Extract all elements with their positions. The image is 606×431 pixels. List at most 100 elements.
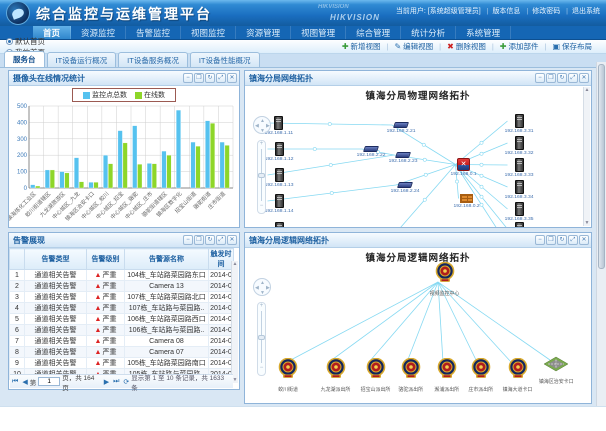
close-icon[interactable]: ✕ xyxy=(227,73,237,83)
minimize-icon[interactable]: − xyxy=(535,73,545,83)
nav-item-首页[interactable]: 首页 xyxy=(33,26,72,39)
topo-node-switch[interactable]: 192.168.2.23 xyxy=(387,152,419,164)
topo-node-server[interactable]: 192.168.3.33 xyxy=(503,158,535,178)
close-icon[interactable]: ✕ xyxy=(579,73,589,83)
topo-node-firewall[interactable]: 192.168.0.2 xyxy=(452,194,481,209)
tab-服务台[interactable]: 服务台 xyxy=(4,51,45,67)
panel-scrollbar[interactable]: ▲ ▼ xyxy=(583,87,590,226)
physical-topology-canvas[interactable]: 镇海分局物理网络拓扑 192.168.1.11 192.168.1.12 192.1… xyxy=(245,86,591,227)
pan-right-icon[interactable]: ▶ xyxy=(266,285,270,291)
maximize-icon[interactable]: ❐ xyxy=(546,73,556,83)
delete-button[interactable]: ✖ 删除视图 xyxy=(443,41,490,52)
topo-node-badge[interactable]: 澥浦派出所 xyxy=(433,357,461,393)
column-header-index[interactable] xyxy=(9,248,25,270)
topology-zoom-slider[interactable]: + − xyxy=(257,302,266,376)
refresh-icon[interactable]: ↻ xyxy=(557,235,567,245)
nav-item-视图监控[interactable]: 视图监控 xyxy=(181,26,237,39)
topo-node-server[interactable]: 192.168.1.14 xyxy=(263,194,295,214)
minimize-icon[interactable]: − xyxy=(535,235,545,245)
zoom-in-icon[interactable]: + xyxy=(259,141,264,147)
pan-down-icon[interactable]: ▼ xyxy=(260,128,265,134)
nav-item-资源管理[interactable]: 资源管理 xyxy=(236,26,292,39)
alarm-row[interactable]: 5 通道相关告警 ▲严重 106栋_车站路菜园路西口 2014-0 xyxy=(9,313,234,325)
popout-icon[interactable]: ⤢ xyxy=(568,235,578,245)
close-icon[interactable]: ✕ xyxy=(579,235,589,245)
first-page-icon[interactable]: ⏮ xyxy=(12,377,19,385)
alarm-row[interactable]: 8 通道相关告警 ▲严重 Camera 07 2014-0 xyxy=(9,346,234,358)
topo-node-server[interactable]: 192.168.1.13 xyxy=(263,168,295,188)
radio-icon[interactable] xyxy=(6,37,13,45)
plus-button[interactable]: ✚ 添加部件 xyxy=(496,41,543,52)
topo-node-badge[interactable]: 九龙湖派出所 xyxy=(319,357,352,393)
topo-node-badge[interactable]: 庄市派出所 xyxy=(467,357,495,393)
refresh-icon[interactable]: ↻ xyxy=(205,73,215,83)
topo-node-server[interactable]: 192.168.3.35 xyxy=(503,202,535,222)
minimize-icon[interactable]: − xyxy=(183,235,193,245)
nav-item-资源监控[interactable]: 资源监控 xyxy=(71,26,127,39)
topo-node-server[interactable]: 192.168.1.12 xyxy=(263,142,295,162)
topo-node-switch[interactable]: 192.168.2.21 xyxy=(385,122,417,134)
topo-node-badge[interactable]: 骆驼派出所 xyxy=(397,357,425,393)
tab-IT设备性能概况[interactable]: IT设备性能概况 xyxy=(189,52,260,67)
nav-item-视图管理[interactable]: 视图管理 xyxy=(291,26,347,39)
minimize-icon[interactable]: − xyxy=(183,73,193,83)
topo-node-router[interactable]: ✕ 192.168.0.1 xyxy=(449,158,478,177)
topo-node-badge[interactable]: 招宝山派出所 xyxy=(359,357,392,393)
page-scrollbar[interactable] xyxy=(596,62,606,406)
popout-icon[interactable]: ⤢ xyxy=(216,235,226,245)
alarm-row[interactable]: 3 通道相关告警 ▲严重 107栋_车站路菜园路北口 2014-0 xyxy=(9,291,234,303)
topo-node-server[interactable]: 192.168.1.15 xyxy=(263,222,295,227)
column-header-告警源名称[interactable]: 告警源名称 xyxy=(124,248,209,270)
topology-zoom-slider[interactable]: + − xyxy=(257,140,266,214)
tab-IT设备运行概况[interactable]: IT设备运行概况 xyxy=(46,52,117,67)
zoom-out-icon[interactable]: − xyxy=(259,365,264,371)
radio-默认首页[interactable]: 默认首页 xyxy=(6,36,45,47)
topo-node-server[interactable]: 192.168.1.11 xyxy=(263,116,295,136)
zoom-in-icon[interactable]: + xyxy=(259,303,264,309)
topo-node-server[interactable]: 192.168.3.36 xyxy=(503,222,535,227)
topo-node-server[interactable]: 192.168.3.34 xyxy=(503,180,535,200)
alarm-row[interactable]: 6 通道相关告警 ▲严重 106栋_车站路与菜园路.. 2014-0 xyxy=(9,324,234,336)
topo-node-switch[interactable]: 192.168.2.22 xyxy=(355,146,387,158)
maximize-icon[interactable]: ❐ xyxy=(194,73,204,83)
pan-right-icon[interactable]: ▶ xyxy=(266,123,270,129)
logout-link[interactable]: 退出系统 xyxy=(572,8,600,15)
topo-node-badge[interactable]: 镇海大道卡口 xyxy=(501,357,534,393)
logical-topology-canvas[interactable]: 镇海分局逻辑网络拓扑 视频监控中心 蛟川街道 九龙湖派出所 招宝山派出所 骆驼派出所 澥浦… xyxy=(245,248,591,403)
topology-pan-control[interactable]: ▲ ▼ ◀ ▶ xyxy=(253,116,271,134)
page-number-input[interactable] xyxy=(38,377,61,386)
plus-button[interactable]: ✚ 新增视图 xyxy=(338,41,385,52)
pan-left-icon[interactable]: ◀ xyxy=(255,285,259,291)
zoom-slider-thumb[interactable] xyxy=(258,173,265,178)
refresh-icon[interactable]: ⟳ xyxy=(123,378,130,386)
save-button[interactable]: ▣ 保存布局 xyxy=(548,41,596,52)
pencil-button[interactable]: ✎ 编辑视图 xyxy=(390,41,437,52)
next-page-icon[interactable]: ▶ xyxy=(103,378,110,386)
alarm-row[interactable]: 7 通道相关告警 ▲严重 Camera 08 2014-0 xyxy=(9,335,234,347)
alarm-row[interactable]: 4 通道相关告警 ▲严重 107栋_车站路与菜园路.. 2014-0 xyxy=(9,302,234,314)
popout-icon[interactable]: ⤢ xyxy=(216,73,226,83)
column-header-告警级别[interactable]: 告警级别 xyxy=(86,248,125,270)
alarm-row[interactable]: 1 通道相关告警 ▲严重 104栋_车站路菜园路东口 2014-0 xyxy=(9,269,234,281)
maximize-icon[interactable]: ❐ xyxy=(546,235,556,245)
topo-node-badge[interactable]: 蛟川街道 xyxy=(277,357,299,393)
refresh-icon[interactable]: ↻ xyxy=(557,73,567,83)
zoom-out-icon[interactable]: − xyxy=(259,203,264,209)
topo-node-server[interactable]: 192.168.3.32 xyxy=(503,136,535,156)
alarm-row[interactable]: 9 通道相关告警 ▲严重 105栋_车站路菜园路南口 2014-0 xyxy=(9,357,234,369)
pan-down-icon[interactable]: ▼ xyxy=(260,290,265,296)
topo-node-server[interactable]: 192.168.3.31 xyxy=(503,114,535,134)
nav-item-综合管理[interactable]: 综合管理 xyxy=(346,26,402,39)
alarm-row[interactable]: 2 通道相关告警 ▲严重 Camera 13 2014-0 xyxy=(9,280,234,292)
refresh-icon[interactable]: ↻ xyxy=(205,235,215,245)
nav-item-系统管理[interactable]: 系统管理 xyxy=(456,26,512,39)
topo-node-road[interactable]: 镇海区治安卡口 xyxy=(537,356,576,385)
nav-item-统计分析[interactable]: 统计分析 xyxy=(401,26,457,39)
column-header-告警类型[interactable]: 告警类型 xyxy=(24,248,87,270)
close-icon[interactable]: ✕ xyxy=(227,235,237,245)
nav-item-告警监控[interactable]: 告警监控 xyxy=(126,26,182,39)
topo-node-switch[interactable]: 192.168.2.24 xyxy=(389,182,421,194)
maximize-icon[interactable]: ❐ xyxy=(194,235,204,245)
pan-up-icon[interactable]: ▲ xyxy=(260,280,265,286)
tab-IT设备服务概况[interactable]: IT设备服务概况 xyxy=(118,52,188,67)
